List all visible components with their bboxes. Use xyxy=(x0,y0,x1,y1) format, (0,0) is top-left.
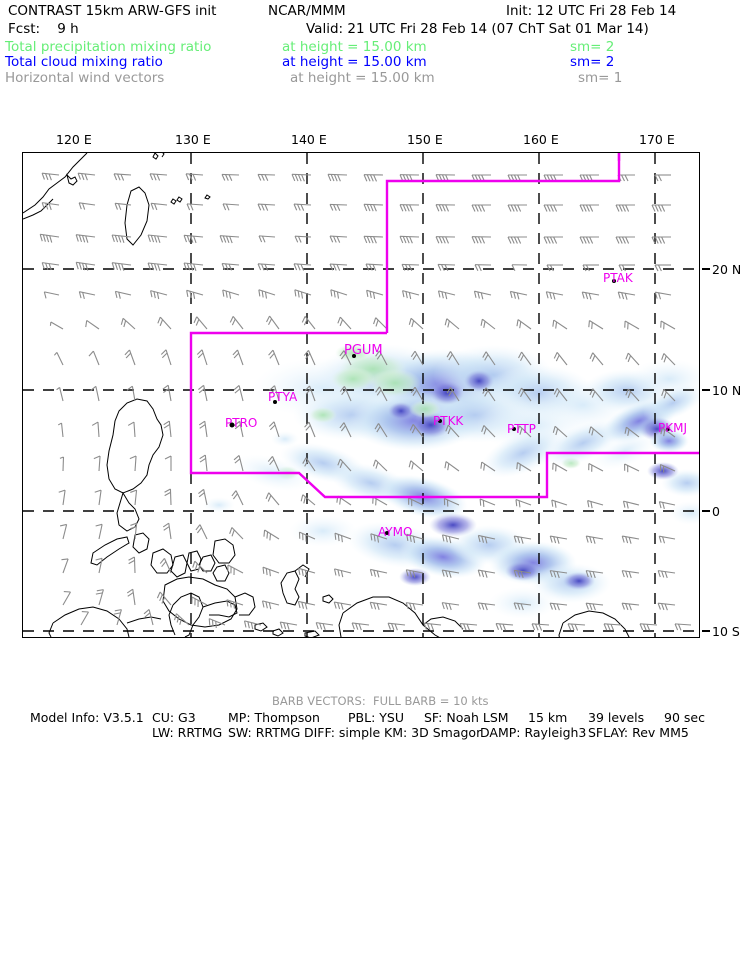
x-tick-label-4: 160 E xyxy=(523,132,559,147)
station-dot-PKMJ xyxy=(666,427,670,431)
y-tick-3 xyxy=(702,630,710,632)
station-dot-PTAK xyxy=(612,279,616,283)
footer-diff: DIFF: simple xyxy=(304,725,381,740)
field-wind-height: at height = 15.00 km xyxy=(290,70,435,86)
x-tick-label-1: 130 E xyxy=(175,132,211,147)
y-tick-label-3: 10 S xyxy=(712,624,740,639)
footer-resolution: 15 km xyxy=(528,710,568,725)
header-institution: NCAR/MMM xyxy=(268,3,346,19)
station-label-PTTP: PTTP xyxy=(507,422,536,436)
field-precip-name: Total precipitation mixing ratio xyxy=(5,39,212,55)
boundary-south-step xyxy=(189,331,699,499)
x-tick-label-3: 150 E xyxy=(407,132,443,147)
station-dot-PGUM xyxy=(352,354,356,358)
y-tick-1 xyxy=(702,389,710,391)
header-valid-time: Valid: 21 UTC Fri 28 Feb 14 (07 ChT Sat … xyxy=(306,21,649,37)
station-label-PGUM: PGUM xyxy=(344,343,383,358)
plot-header: CONTRAST 15km ARW-GFS init NCAR/MMM Init… xyxy=(0,0,740,92)
y-tick-label-0: 20 N xyxy=(712,262,740,277)
x-tick-label-0: 120 E xyxy=(56,132,92,147)
footer-levels: 39 levels xyxy=(588,710,645,725)
footer-sf: SF: Noah LSM xyxy=(424,710,509,725)
field-wind-sm: sm= 1 xyxy=(578,70,623,86)
field-cloud-sm: sm= 2 xyxy=(570,54,615,70)
x-tick-label-2: 140 E xyxy=(291,132,327,147)
field-cloud-name: Total cloud mixing ratio xyxy=(5,54,163,70)
station-dot-AYMO xyxy=(385,531,389,535)
footer-mp: MP: Thompson xyxy=(228,710,320,725)
field-cloud-height: at height = 15.00 km xyxy=(282,54,427,70)
footer-model-info: Model Info: V3.5.1 xyxy=(30,710,144,725)
station-dot-PTRO xyxy=(229,422,235,428)
header-model-title: CONTRAST 15km ARW-GFS init xyxy=(8,3,217,19)
footer-sflay: SFLAY: Rev MM5 xyxy=(588,725,689,740)
station-dot-PTYA xyxy=(273,400,277,404)
y-tick-0 xyxy=(702,268,710,270)
cloud-mixing-ratio-field xyxy=(203,344,699,619)
field-precip-sm: sm= 2 xyxy=(570,39,615,55)
station-dot-PTTP xyxy=(512,427,516,431)
boundary-north-step xyxy=(385,153,621,333)
y-tick-label-2: 0 xyxy=(712,504,720,519)
y-tick-label-1: 10 N xyxy=(712,383,740,398)
header-init-time: Init: 12 UTC Fri 28 Feb 14 xyxy=(506,3,677,19)
footer-cu: CU: G3 xyxy=(152,710,196,725)
gridlines xyxy=(23,153,699,637)
station-label-AYMO: AYMO xyxy=(378,525,413,539)
station-label-PTAK: PTAK xyxy=(603,271,633,285)
field-wind-name: Horizontal wind vectors xyxy=(5,70,165,86)
station-dot-PTKK xyxy=(438,419,442,423)
y-tick-2 xyxy=(702,510,710,512)
station-label-PTRO: PTRO xyxy=(225,416,258,430)
footer-sw: SW: RRTMG xyxy=(228,725,301,740)
header-forecast-hour: Fcst: 9 h xyxy=(8,21,79,37)
plot-footer: BARB VECTORS: FULL BARB = 10 kts Model I… xyxy=(0,694,740,979)
footer-km: KM: 3D Smagor xyxy=(384,725,482,740)
footer-timestep: 90 sec xyxy=(664,710,705,725)
weather-model-plot: CONTRAST 15km ARW-GFS init NCAR/MMM Init… xyxy=(0,0,740,740)
domain-boundary-magenta xyxy=(189,153,699,499)
map-plot-area[interactable] xyxy=(22,152,700,638)
footer-pbl: PBL: YSU xyxy=(348,710,404,725)
station-label-PKMJ: PKMJ xyxy=(658,421,687,435)
footer-lw: LW: RRTMG xyxy=(152,725,223,740)
station-markers xyxy=(229,279,670,535)
station-label-PTKK: PTKK xyxy=(433,414,464,428)
footer-damp: DAMP: Rayleigh3 xyxy=(480,725,587,740)
field-precip-height: at height = 15.00 km xyxy=(282,39,427,55)
map-canvas xyxy=(23,153,699,637)
station-label-PTYA: PTYA xyxy=(268,390,298,404)
x-tick-label-5: 170 E xyxy=(639,132,675,147)
barb-vectors-note: BARB VECTORS: FULL BARB = 10 kts xyxy=(272,694,489,708)
